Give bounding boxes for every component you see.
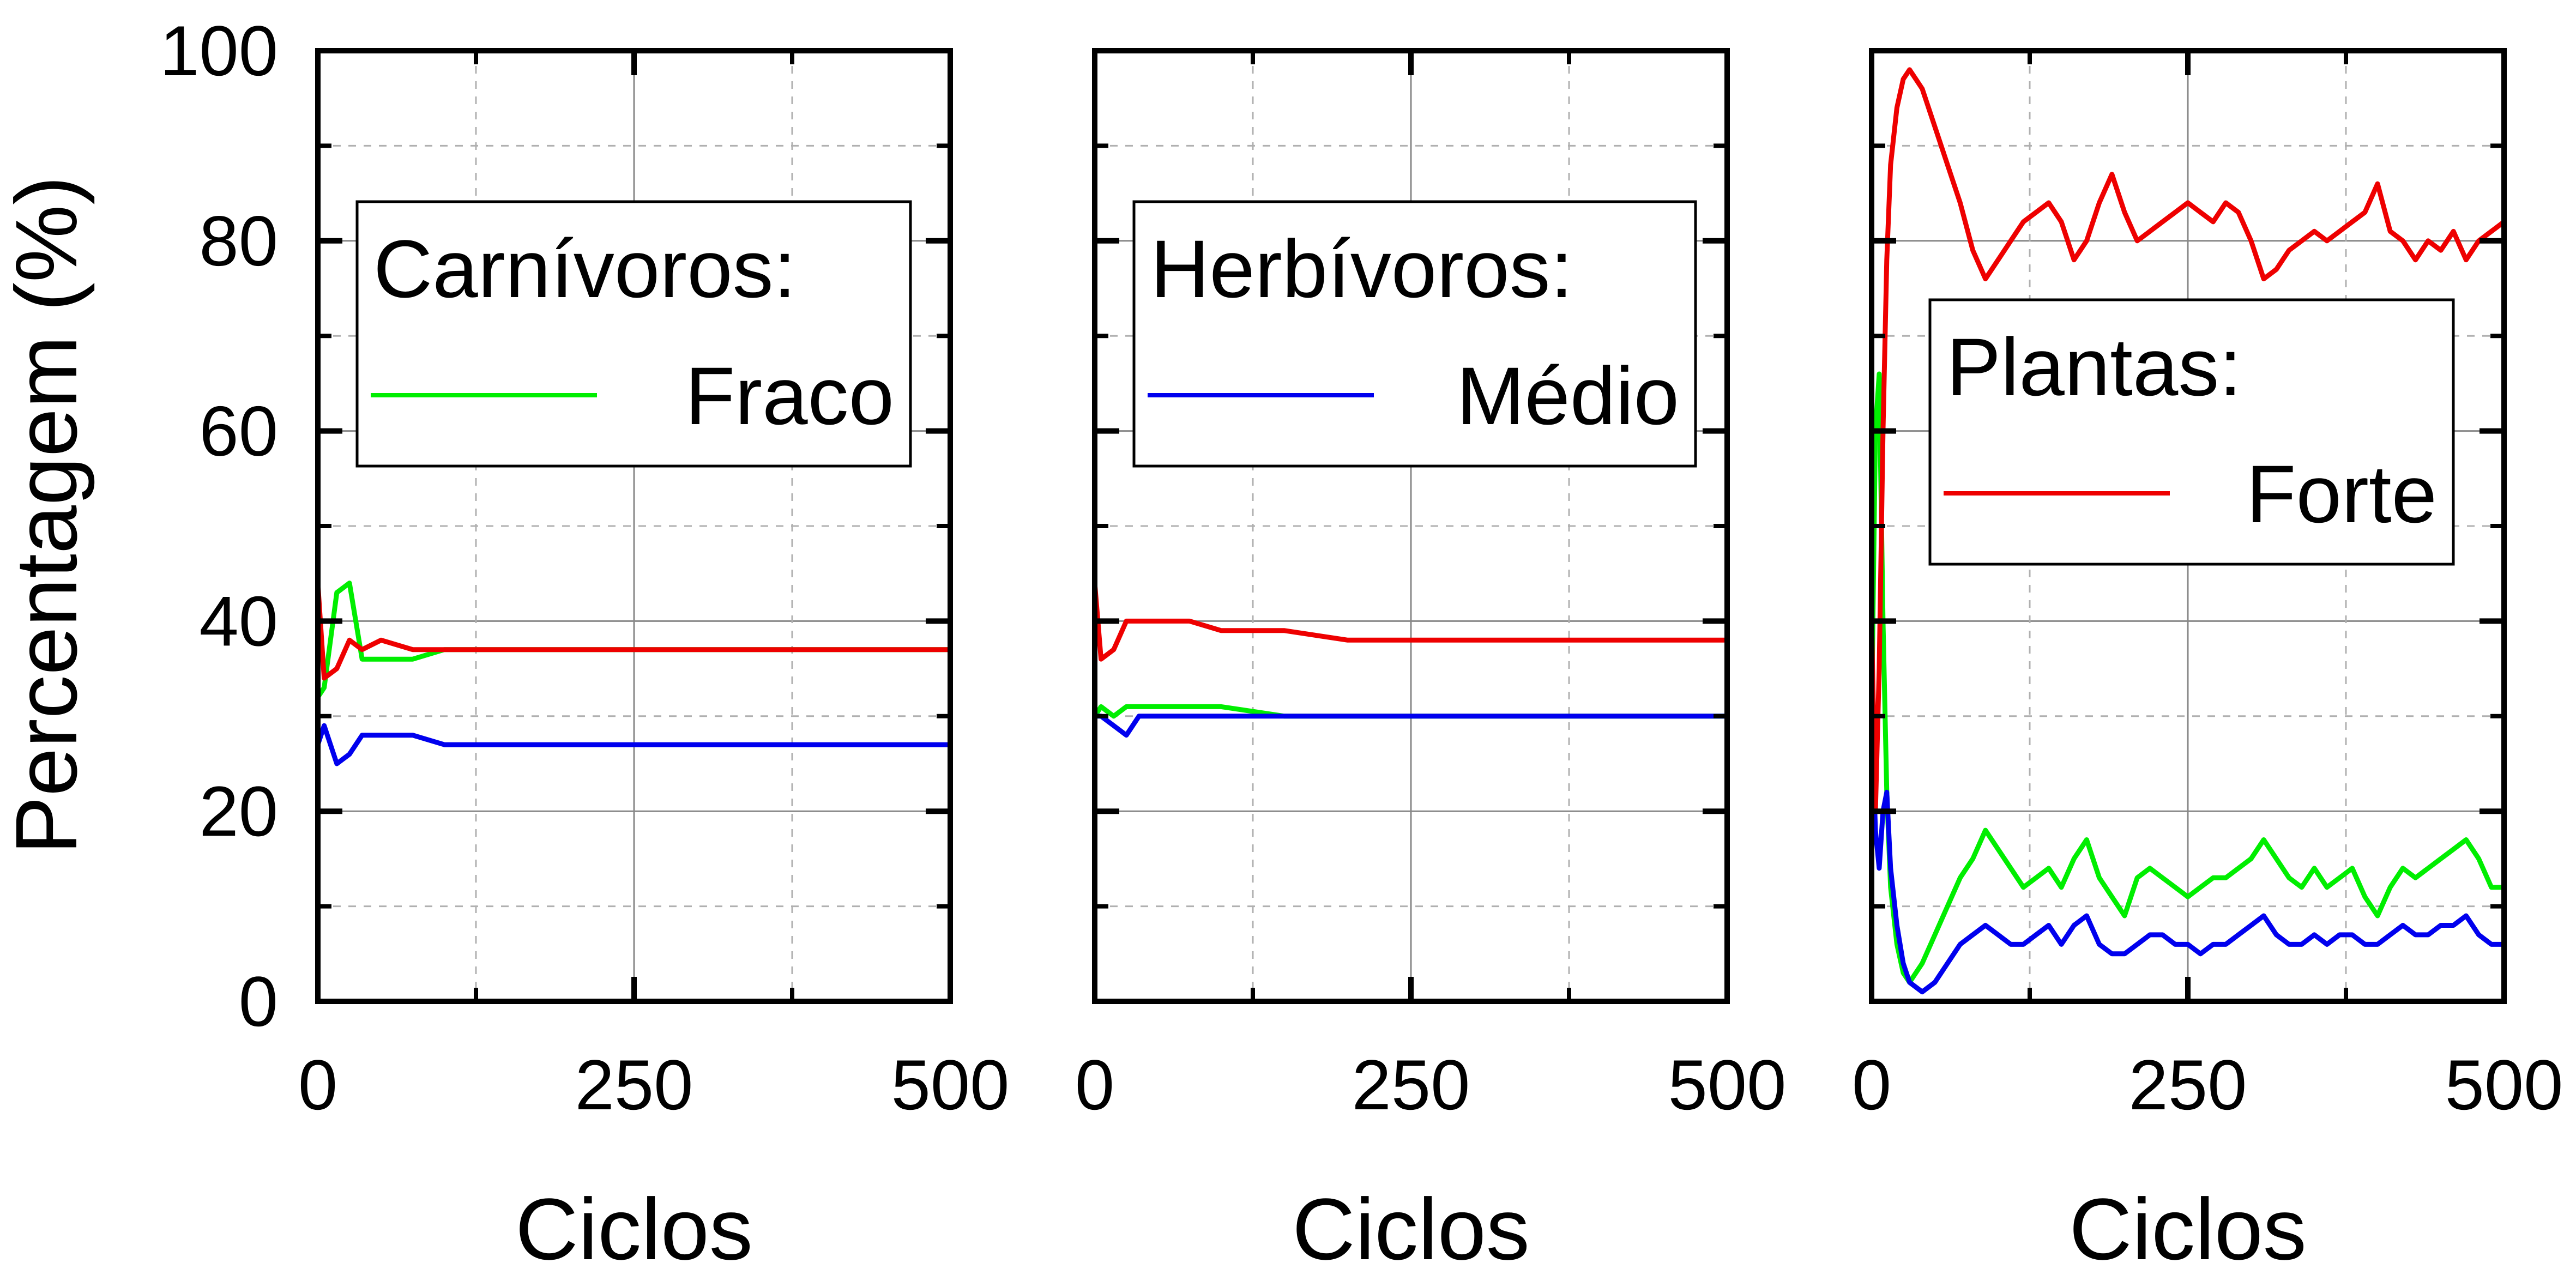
ticks [1869,48,2507,1004]
legend-entry: Forte [2246,448,2437,540]
panel-1: 0 250 500 Ciclos Carnívoros: Fraco [298,48,1010,1278]
series-line-plants [1092,583,1727,662]
x-axis-title: Ciclos [1292,1180,1530,1278]
legend-box [355,200,912,468]
panel-3: 0 250 500 Ciclos Plantas:Forte [1852,48,2563,1278]
y-tick-label: 60 [199,391,278,471]
legend: Carnívoros: Fraco [355,200,912,468]
legend-title: Plantas: [1946,321,2242,413]
legend-box [1132,200,1697,468]
legend: Plantas:Forte [1928,298,2455,566]
y-tick-label: 20 [199,771,278,851]
x-tick-label: 500 [1668,1045,1787,1125]
series-line-herbivores [1095,714,1727,738]
legend-entry: Médio [1456,350,1679,442]
x-tick-label: 500 [2445,1045,2563,1125]
grid [318,51,950,1001]
x-tick-label: 500 [891,1045,1010,1125]
series-line-plants [315,583,950,681]
x-tick-label: 250 [2129,1045,2247,1125]
legend: Herbívoros: Médio [1132,200,1697,468]
legend-entry: Fraco [685,350,894,442]
ticks [315,48,953,1004]
panel-2: 0 250 500 Ciclos Herbívoros: Médio [1075,48,1787,1278]
legend-title: Herbívoros: [1150,223,1573,315]
x-tick-label: 250 [1352,1045,1470,1125]
y-tick-label: 40 [199,581,278,661]
y-axis-title: Percentagem (%) [0,176,95,855]
x-tick-label: 0 [1852,1045,1891,1125]
series-line-plants [1869,67,2506,814]
legend-title: Carnívoros: [373,223,796,315]
ticks [1092,48,1730,1004]
series-line-carnivores [1869,371,2504,985]
legend-box [1928,298,2455,566]
grid [1095,51,1727,1001]
series-line-herbivores [315,723,950,766]
x-tick-label: 250 [575,1045,693,1125]
series-line-herbivores [1869,716,2504,995]
x-tick-label: 0 [1075,1045,1114,1125]
x-axis-title: Ciclos [515,1180,753,1278]
y-tick-label: 80 [199,201,278,281]
y-tick-label: 0 [239,962,278,1041]
x-tick-label: 0 [298,1045,337,1125]
y-tick-label: 100 [160,11,278,90]
x-axis-title: Ciclos [2069,1180,2307,1278]
